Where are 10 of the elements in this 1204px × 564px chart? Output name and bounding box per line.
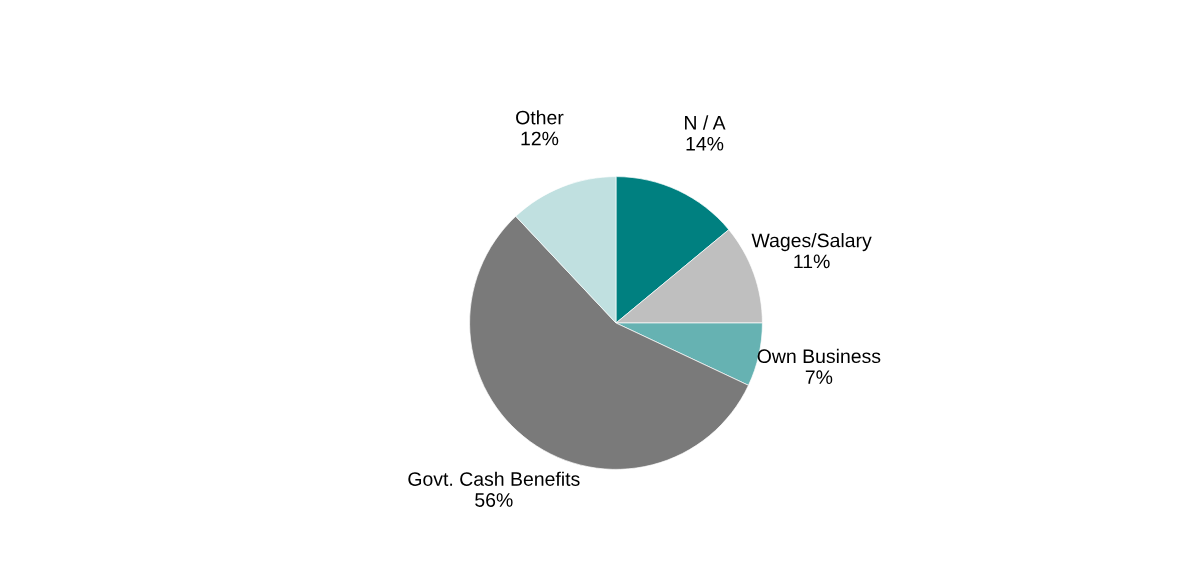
data-label: 7%: [805, 370, 833, 384]
slice-label: N / A: [685, 115, 726, 130]
data-label: 14%: [686, 136, 724, 151]
slice-label: Govt. Cash Benefits: [408, 471, 580, 486]
data-label: 11%: [794, 254, 830, 269]
slice-label: Own Business: [757, 348, 881, 364]
data-label: 56%: [475, 493, 513, 507]
data-label: 12%: [521, 131, 559, 146]
slice-label: Other: [516, 110, 564, 125]
slice-label: Wages/Salary: [751, 233, 872, 252]
